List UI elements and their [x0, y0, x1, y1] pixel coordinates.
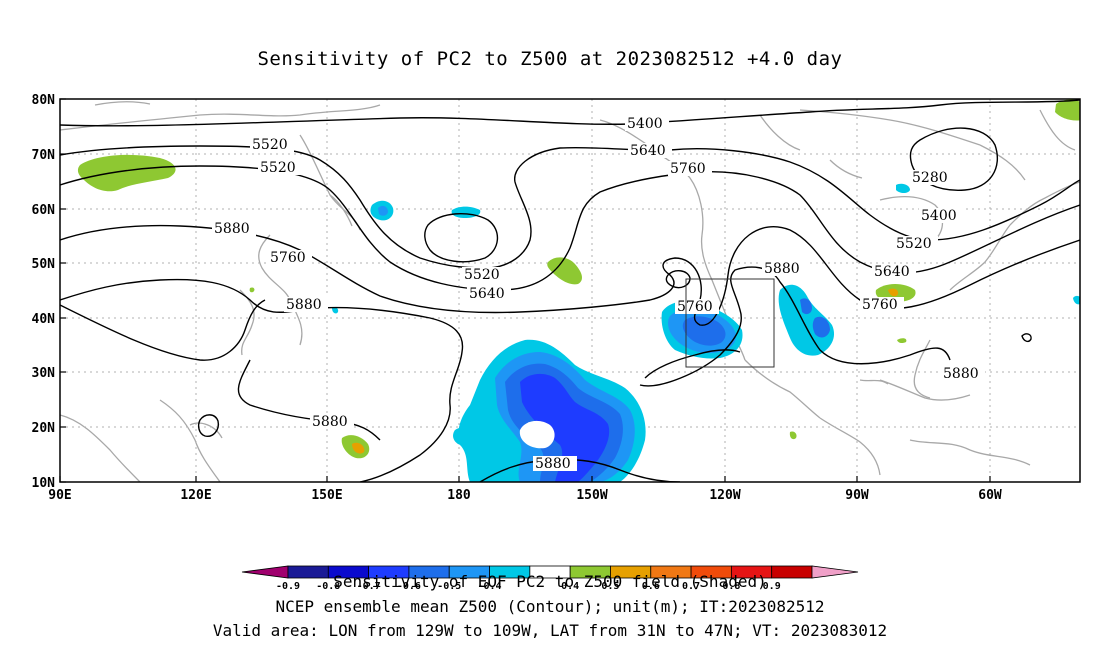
tick-marks: [59, 98, 991, 483]
footer-line-3: Valid area: LON from 129W to 109W, LAT f…: [212, 621, 888, 640]
footer-line-1: Sensitivity of EOF PC2 to Z500 field (Sh…: [333, 572, 767, 591]
shading-negative: [332, 183, 1080, 482]
shade-green-siberia: [77, 154, 176, 192]
colorbar-tick-label: -0.6: [397, 581, 421, 592]
contour-5880-south: [479, 458, 681, 482]
shade-orange-hawaii: [352, 442, 365, 454]
contour-small-loop-2: [1021, 333, 1032, 343]
colorbar-tick-label: -0.9: [276, 581, 300, 592]
contour-label: 5880: [764, 261, 800, 277]
valid-area-box: [685, 278, 775, 368]
y-tick-label: 30N: [32, 366, 56, 381]
colorbar: -0.9 -0.8 -0.7 -0.6 -0.5 -0.4 0.4 0.5 0.6 0.7 0.8 0…: [241, 565, 859, 592]
colorbar-max-triangle: [811, 565, 859, 579]
contour-label: 5520: [464, 267, 500, 283]
footer-line-2: NCEP ensemble mean Z500 (Contour); unit(…: [275, 597, 825, 616]
y-tick-label: 80N: [32, 93, 56, 108]
contour-5520-west: [60, 145, 1080, 269]
shade-green-greenland: [1055, 99, 1080, 121]
contour-5880-inner: [644, 349, 741, 379]
contour-label: 5400: [627, 116, 663, 132]
contour-5880-left-loop: [60, 299, 266, 361]
contour-label: 5520: [252, 137, 288, 153]
contour-label: 5880: [943, 366, 979, 382]
map-border: [59, 98, 1081, 483]
y-tick-label: 50N: [32, 257, 56, 272]
colorbar-tick-label: -0.5: [437, 581, 461, 592]
y-axis-labels: 80N 70N 60N 50N 40N 30N 20N 10N: [32, 93, 56, 491]
shading-positive: [77, 99, 1080, 459]
shade-blue-rockies: [800, 298, 830, 338]
x-tick-label: 150E: [311, 488, 342, 503]
contour-5880-hawaii: [237, 359, 381, 441]
shade-blue3-pacific: [520, 373, 610, 482]
colorbar-tick-label: 0.5: [601, 581, 619, 592]
contour-small-loop-1: [197, 414, 220, 437]
contour-labels: 5400 5640 5760 5520 5520 5880 5760 5880 …: [212, 116, 985, 472]
contour-5760-ring: [665, 270, 691, 289]
contour-5280-ring: [909, 127, 999, 191]
contour-label: 5280: [912, 170, 948, 186]
colorbar-tick-label: 0.8: [722, 581, 740, 592]
contour-label: 5640: [630, 143, 666, 159]
colorbar-tick-label: -0.7: [357, 581, 381, 592]
contour-label: 5760: [677, 299, 713, 315]
x-tick-label: 90W: [845, 488, 869, 503]
shade-blue-kamchatka: [378, 205, 388, 216]
y-tick-label: 60N: [32, 203, 56, 218]
colorbar-tick-label: 0.6: [642, 581, 660, 592]
contour-label: 5400: [921, 208, 957, 224]
x-tick-label: 180: [447, 488, 471, 503]
contour-label: 5760: [270, 250, 306, 266]
y-tick-label: 40N: [32, 312, 56, 327]
contour-5520-low: [424, 212, 499, 263]
contour-label: 5760: [670, 161, 706, 177]
shade-orange-great-lakes: [888, 288, 899, 297]
shade-cyan-dot: [332, 307, 339, 314]
contour-label: 5880: [214, 221, 250, 237]
shade-green-small-1: [789, 431, 797, 440]
contour-label: 5880: [312, 414, 348, 430]
shade-cyan-small-left: [453, 427, 475, 446]
x-tick-label: 150W: [576, 488, 607, 503]
x-tick-label: 120E: [180, 488, 211, 503]
colorbar-tick-label: -0.8: [316, 581, 340, 592]
x-tick-label: 60W: [978, 488, 1002, 503]
x-axis-labels: 90E 120E 150E 180 150W 120W 90W 60W: [48, 488, 1002, 503]
contour-5880-west: [60, 278, 464, 482]
x-tick-label: 120W: [709, 488, 740, 503]
shade-green-small-3: [249, 287, 255, 293]
colorbar-tick-label: -0.4: [477, 581, 501, 592]
coastlines: [60, 101, 1080, 482]
shade-green-gulf-of-alaska: [547, 257, 582, 285]
colorbar-tick-label: 0.4: [561, 581, 579, 592]
contour-label: 5880: [286, 297, 322, 313]
shade-cyan-atlantic: [1073, 295, 1080, 305]
contour-label: 5520: [896, 236, 932, 252]
y-tick-label: 70N: [32, 148, 56, 163]
shade-cyan-hudson: [896, 183, 910, 193]
contour-label: 5640: [874, 264, 910, 280]
shade-green-small-2: [897, 338, 907, 344]
contour-label: 5760: [862, 297, 898, 313]
y-tick-label: 10N: [32, 476, 56, 491]
shade-blue2-northeast-pacific: [682, 316, 726, 346]
chart-title: Sensitivity of PC2 to Z500 at 2023082512…: [257, 48, 843, 70]
contour-label: 5880: [535, 456, 571, 472]
contour-label: 5520: [260, 160, 296, 176]
colorbar-tick-label: 0.9: [763, 581, 781, 592]
shade-cyan-bahamas-hole: [519, 420, 555, 449]
y-tick-label: 20N: [32, 421, 56, 436]
colorbar-tick-label: 0.7: [682, 581, 700, 592]
contour-label: 5640: [469, 286, 505, 302]
x-tick-label: 90E: [48, 488, 71, 503]
